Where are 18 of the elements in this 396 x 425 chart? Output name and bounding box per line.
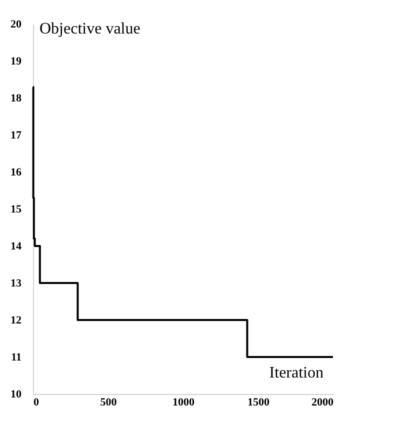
y-tick-label: 20: [10, 18, 22, 30]
y-tick-label: 10: [10, 388, 22, 400]
x-axis-title: Iteration: [269, 364, 324, 382]
x-tick-label: 0: [34, 396, 40, 408]
x-tick-label: 1500: [248, 396, 270, 408]
y-tick-label: 15: [10, 204, 22, 216]
y-axis-title: Objective value: [40, 20, 140, 38]
x-tick-label: 500: [100, 396, 118, 408]
x-tick-label: 1000: [172, 396, 195, 408]
y-tick-label: 14: [10, 240, 22, 252]
y-tick-label: 19: [10, 56, 22, 68]
y-tick-label: 17: [10, 130, 22, 142]
y-tick-label: 13: [10, 278, 22, 290]
y-tick-label: 18: [10, 92, 22, 104]
y-tick-label: 11: [11, 352, 22, 364]
y-tick-label: 12: [10, 314, 22, 326]
y-tick-label: 16: [10, 166, 22, 178]
x-tick-label: 2000: [312, 396, 334, 408]
